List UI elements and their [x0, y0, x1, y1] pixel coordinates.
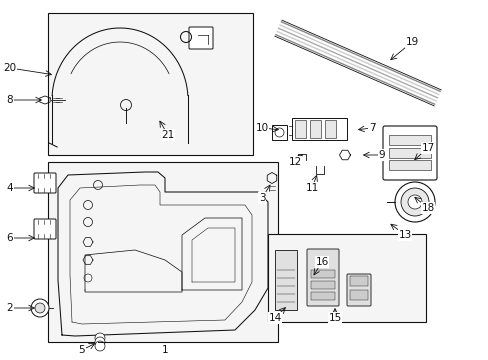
- Text: 10: 10: [255, 123, 268, 133]
- FancyBboxPatch shape: [382, 126, 436, 180]
- Bar: [349, 276, 367, 286]
- FancyBboxPatch shape: [34, 219, 56, 239]
- Text: 13: 13: [398, 230, 411, 240]
- Text: 9: 9: [378, 150, 385, 160]
- FancyBboxPatch shape: [189, 27, 213, 49]
- Bar: [291, 118, 346, 140]
- Bar: [271, 125, 286, 140]
- Circle shape: [400, 188, 428, 216]
- Text: 12: 12: [288, 157, 301, 167]
- Text: 11: 11: [305, 183, 318, 193]
- Text: 4: 4: [7, 183, 13, 193]
- Text: 17: 17: [421, 143, 434, 153]
- Bar: [310, 292, 334, 300]
- Bar: [349, 290, 367, 300]
- Circle shape: [31, 299, 49, 317]
- Circle shape: [394, 182, 434, 222]
- Text: 3: 3: [258, 193, 265, 203]
- Bar: [325, 120, 335, 138]
- Text: 15: 15: [328, 313, 341, 323]
- Bar: [267, 234, 425, 322]
- Bar: [388, 160, 430, 170]
- Text: 21: 21: [161, 130, 174, 140]
- Circle shape: [95, 333, 105, 343]
- Bar: [388, 135, 430, 145]
- Bar: [48, 13, 252, 155]
- Text: 2: 2: [7, 303, 13, 313]
- Circle shape: [35, 303, 45, 313]
- FancyBboxPatch shape: [306, 249, 338, 306]
- Bar: [310, 281, 334, 289]
- Circle shape: [95, 337, 105, 347]
- Bar: [48, 162, 278, 342]
- Text: 8: 8: [7, 95, 13, 105]
- Text: 19: 19: [405, 37, 418, 47]
- Text: 7: 7: [368, 123, 375, 133]
- Bar: [294, 120, 305, 138]
- Bar: [310, 270, 334, 278]
- Text: 18: 18: [421, 203, 434, 213]
- Bar: [309, 120, 320, 138]
- Bar: [388, 148, 430, 158]
- Text: 14: 14: [268, 313, 281, 323]
- Text: 5: 5: [79, 345, 85, 355]
- Bar: [274, 250, 296, 310]
- FancyBboxPatch shape: [346, 274, 370, 306]
- Text: 16: 16: [315, 257, 328, 267]
- Text: 20: 20: [3, 63, 17, 73]
- Text: 1: 1: [162, 345, 168, 355]
- Circle shape: [407, 195, 421, 209]
- Text: 6: 6: [7, 233, 13, 243]
- Circle shape: [95, 341, 105, 351]
- FancyBboxPatch shape: [34, 173, 56, 193]
